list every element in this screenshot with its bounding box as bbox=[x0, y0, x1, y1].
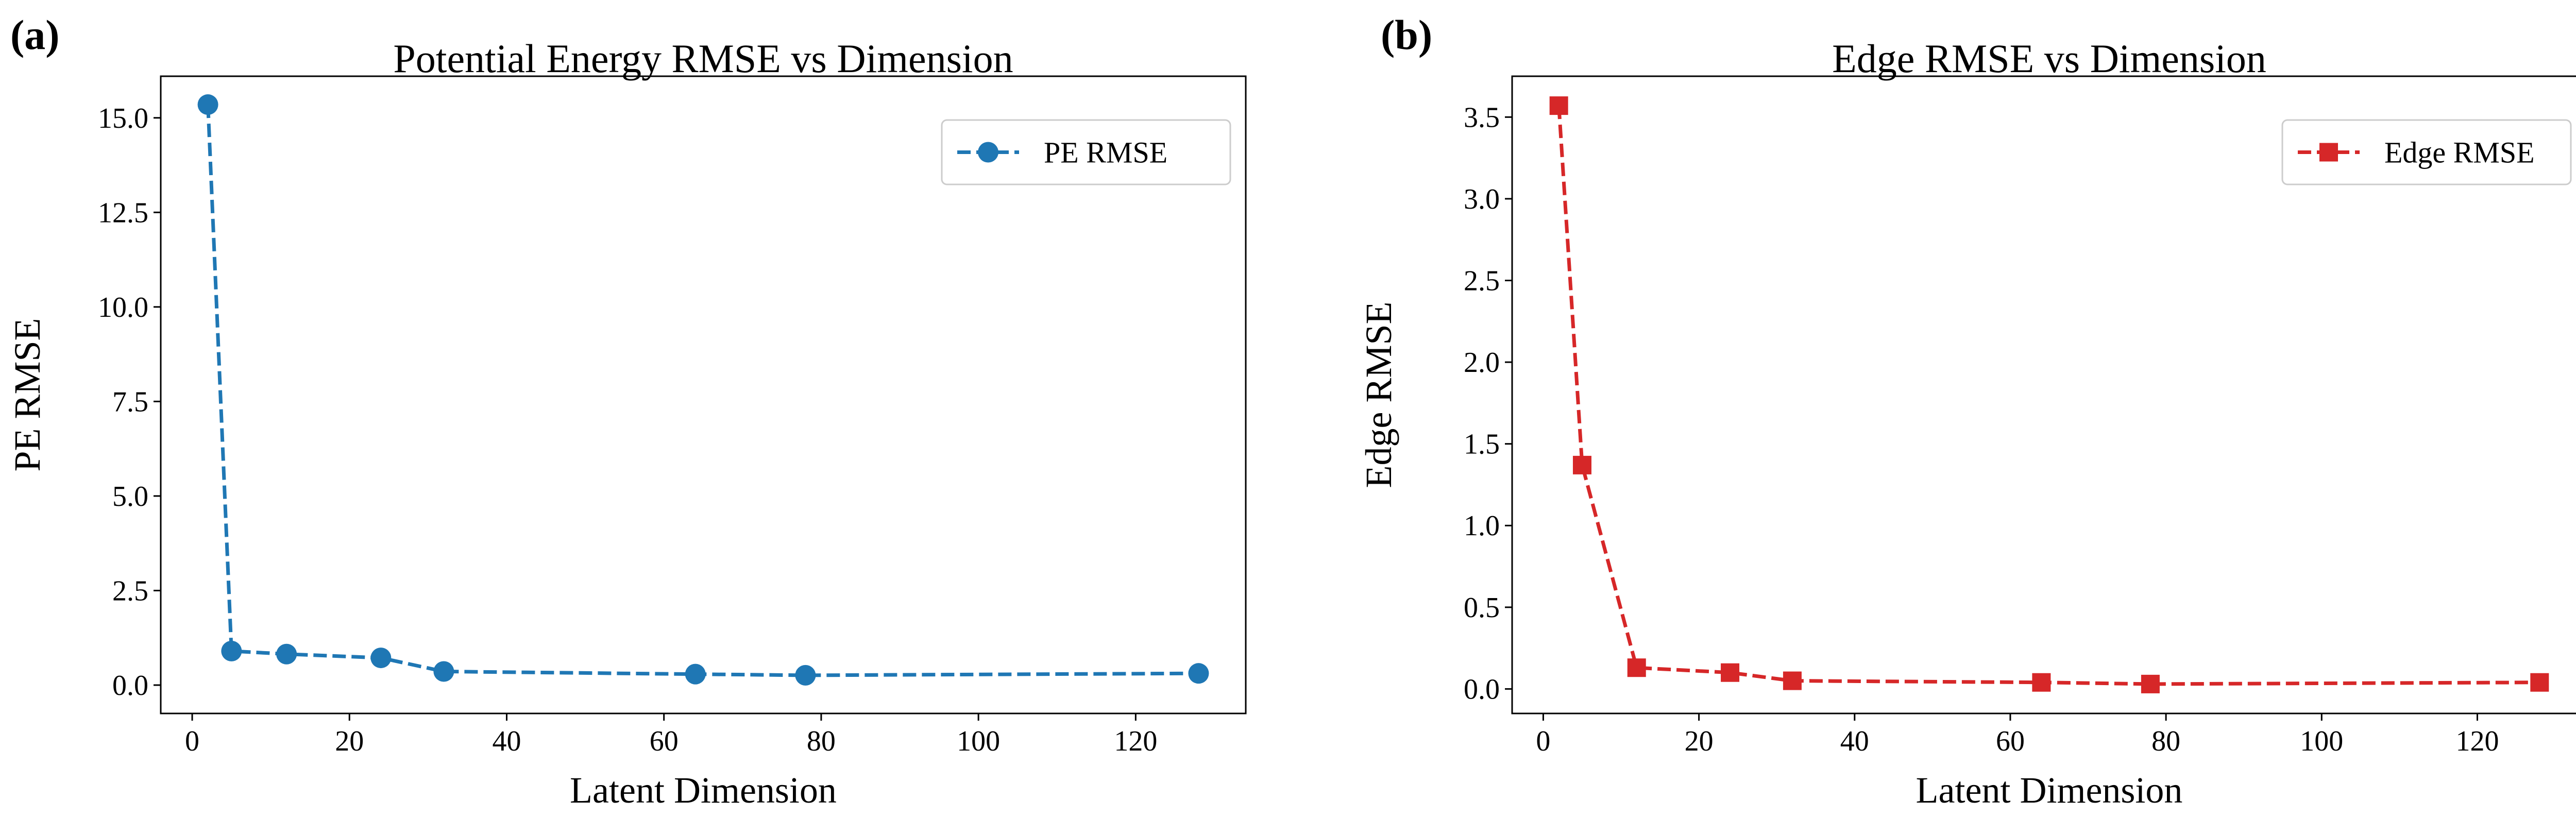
y-tick-label: 2.5 bbox=[112, 575, 148, 607]
x-tick-label: 40 bbox=[1840, 725, 1869, 757]
chart-title: Potential Energy RMSE vs Dimension bbox=[393, 36, 1013, 81]
chart-edge-rmse: Edge RMSE vs Dimension 0 20 40 60 80 100 120 0.0… bbox=[1358, 36, 2576, 811]
legend-marker bbox=[2319, 143, 2338, 162]
chart-pe-rmse: Potential Energy RMSE vs Dimension 0 20 40 6… bbox=[7, 36, 1247, 811]
data-point bbox=[1572, 455, 1591, 474]
data-point bbox=[2141, 674, 2160, 693]
y-tick-label: 0.5 bbox=[1464, 592, 1500, 624]
x-tick-label: 80 bbox=[2151, 725, 2180, 757]
legend-box bbox=[941, 119, 1231, 185]
y-tick-label: 1.0 bbox=[1464, 510, 1500, 542]
plot-frame bbox=[1511, 75, 2576, 714]
legend-label: PE RMSE bbox=[1044, 136, 1167, 169]
y-tick-label: 7.5 bbox=[112, 386, 148, 418]
y-tick-label: 3.0 bbox=[1464, 183, 1500, 215]
y-axis-label: PE RMSE bbox=[7, 318, 48, 471]
y-tick-label: 0.0 bbox=[112, 670, 148, 702]
plot-frame bbox=[160, 75, 1247, 714]
x-tick-label: 100 bbox=[957, 725, 1000, 757]
data-point bbox=[1188, 663, 1209, 684]
data-point bbox=[685, 663, 706, 685]
series-line bbox=[1557, 105, 2540, 686]
x-tick-label: 60 bbox=[650, 725, 679, 757]
data-point bbox=[197, 94, 218, 115]
data-point bbox=[2530, 673, 2549, 692]
x-tick-label: 100 bbox=[2300, 725, 2343, 757]
data-point bbox=[1783, 671, 1802, 690]
x-axis-label: Latent Dimension bbox=[1916, 770, 2183, 811]
y-tick-label: 0.0 bbox=[1464, 673, 1500, 705]
legend-box bbox=[2281, 119, 2572, 185]
x-tick-label: 0 bbox=[185, 725, 199, 757]
x-tick-label: 120 bbox=[1114, 725, 1157, 757]
x-tick-label: 20 bbox=[1685, 725, 1714, 757]
data-point bbox=[221, 640, 242, 661]
data-point bbox=[433, 661, 454, 682]
panel-label-b: (b) bbox=[1381, 11, 1432, 58]
data-point bbox=[1627, 658, 1646, 677]
y-tick-label: 2.5 bbox=[1464, 265, 1500, 297]
y-axis-label: Edge RMSE bbox=[1358, 301, 1399, 488]
y-tick-label: 15.0 bbox=[98, 103, 148, 134]
y-tick-label: 12.5 bbox=[98, 197, 148, 229]
y-tick-label: 2.0 bbox=[1464, 347, 1500, 379]
series-line bbox=[206, 104, 1199, 677]
x-tick-label: 40 bbox=[492, 725, 521, 757]
x-tick-label: 80 bbox=[807, 725, 836, 757]
y-tick-label: 5.0 bbox=[112, 481, 148, 513]
data-point bbox=[370, 648, 392, 669]
legend-marker bbox=[978, 142, 998, 163]
x-tick-label: 60 bbox=[1996, 725, 2025, 757]
y-tick-label: 1.5 bbox=[1464, 429, 1500, 461]
data-point bbox=[1549, 96, 1568, 115]
y-tick-label: 3.5 bbox=[1464, 101, 1500, 133]
x-axis-label: Latent Dimension bbox=[570, 770, 837, 811]
data-point bbox=[276, 643, 297, 665]
data-point bbox=[2032, 673, 2051, 692]
panel-label-a: (a) bbox=[10, 11, 60, 58]
x-tick-label: 20 bbox=[335, 725, 364, 757]
data-point bbox=[795, 665, 816, 686]
x-tick-label: 120 bbox=[2455, 725, 2499, 757]
y-tick-label: 10.0 bbox=[98, 292, 148, 324]
legend-label: Edge RMSE bbox=[2384, 136, 2535, 169]
data-point bbox=[1721, 663, 1740, 682]
x-tick-label: 0 bbox=[1536, 725, 1550, 757]
chart-title: Edge RMSE vs Dimension bbox=[1832, 36, 2266, 81]
